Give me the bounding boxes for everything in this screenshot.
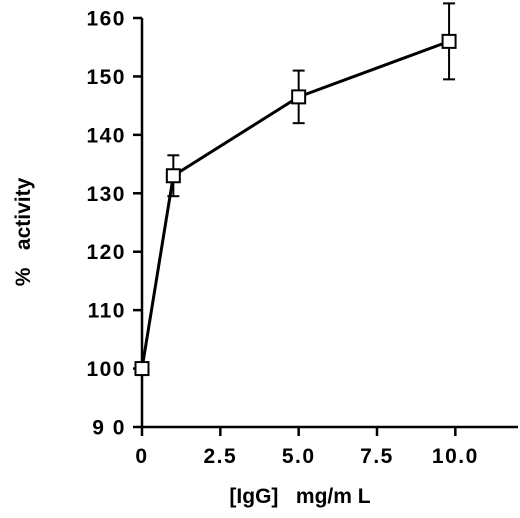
y-axis-label: % activity [12, 177, 35, 286]
y-tick-label: 150 [86, 66, 126, 89]
data-point [291, 89, 307, 105]
y-tick-label: 110 [88, 300, 126, 323]
y-tick-label: 100 [86, 358, 126, 381]
x-tick-label: 10.0 [432, 445, 479, 468]
data-point [165, 168, 181, 184]
y-tick-label: 160 [86, 8, 126, 31]
series-line [140, 39, 450, 369]
x-axis-label: [IgG] mg/m L [229, 485, 370, 508]
series [134, 2, 457, 377]
x-tick-label: 2.5 [203, 445, 237, 468]
data-point [134, 361, 150, 377]
y-tick-label: 140 [86, 124, 126, 147]
x-tick-label: 5.0 [282, 445, 316, 468]
x-tick-label: 0 [135, 445, 148, 468]
data-point [441, 33, 457, 49]
y-tick-label: 120 [86, 241, 126, 264]
y-ticks: 9 0 100 110 120 130 140 150 160 [86, 8, 142, 440]
x-ticks: 0 2.5 5.0 7.5 10.0 [135, 427, 479, 468]
y-tick-label: 130 [86, 183, 126, 206]
axes [140, 18, 518, 429]
y-tick-label: 9 0 [92, 417, 126, 440]
x-tick-label: 7.5 [360, 445, 394, 468]
